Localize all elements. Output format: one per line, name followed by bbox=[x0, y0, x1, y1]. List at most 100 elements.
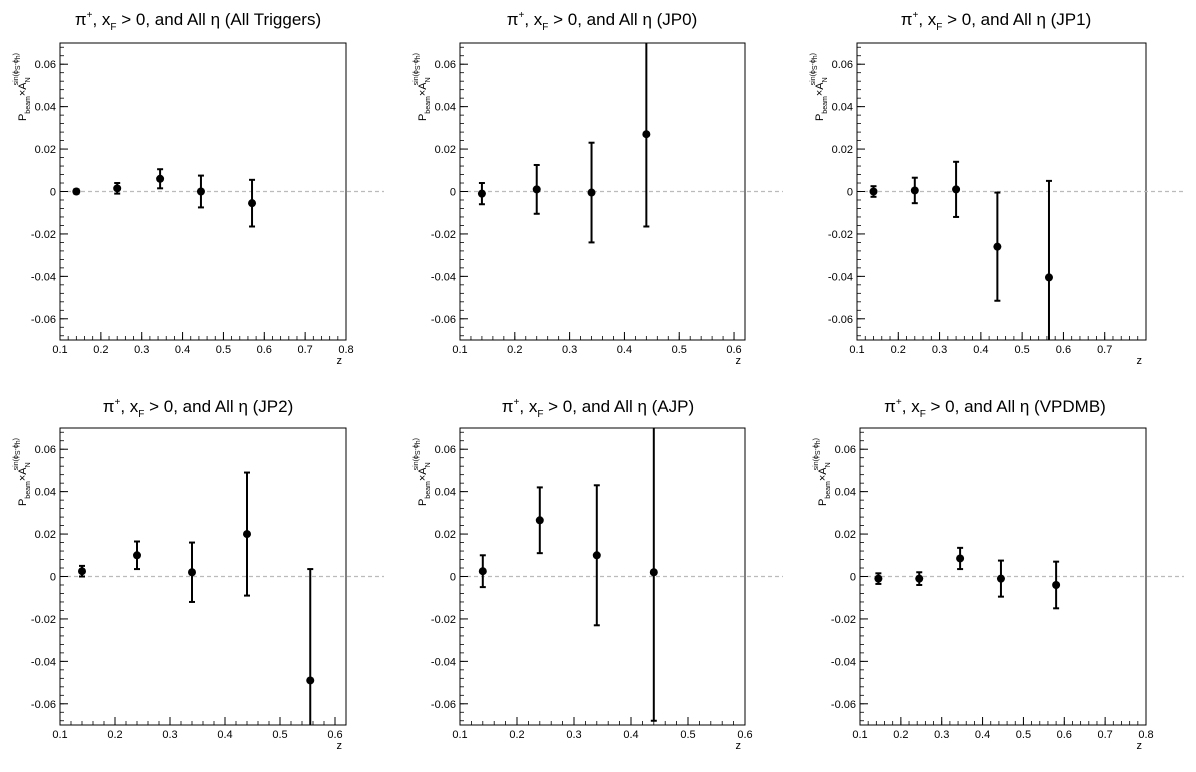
y-axis-label: Pbeam×ANsin(ϕS-ϕh) bbox=[413, 53, 432, 121]
x-tick-label: 0.4 bbox=[975, 729, 990, 741]
y-tick-label: 0 bbox=[450, 572, 456, 584]
ylabel-p: P bbox=[17, 114, 29, 121]
x-tick-label: 0.3 bbox=[934, 729, 949, 741]
ylabel-exp-sub: h bbox=[415, 55, 422, 59]
chart-title: π+, xF > 0, and All η (AJP) bbox=[502, 397, 694, 420]
x-tick-label: 0.2 bbox=[507, 344, 522, 356]
y-tick-label: 0.04 bbox=[35, 102, 56, 114]
y-tick-label: -0.02 bbox=[31, 614, 56, 626]
x-tick-label: 0.6 bbox=[1057, 729, 1072, 741]
chart-title: π+, xF > 0, and All η (VPDMB) bbox=[884, 397, 1106, 420]
x-tick-label: 0.2 bbox=[93, 344, 108, 356]
y-tick-label: 0.02 bbox=[35, 144, 56, 156]
ylabel-exp-sub: h bbox=[415, 440, 422, 444]
ylabel-p: P bbox=[417, 114, 429, 121]
data-point bbox=[188, 568, 196, 577]
ylabel-exp: ) bbox=[13, 53, 20, 55]
chart-panel-6: π+, xF > 0, and All η (VPDMB) 0.1 0.2 0.3 0.… bbox=[813, 397, 1184, 752]
y-tick-label: 0.02 bbox=[835, 529, 856, 541]
x-tick-label: 0.8 bbox=[1138, 729, 1153, 741]
ylabel-p: P bbox=[817, 499, 829, 506]
title-sup: + bbox=[912, 10, 918, 21]
x-tick-label: 0.1 bbox=[452, 729, 467, 741]
y-tick-label: 0 bbox=[850, 572, 856, 584]
ylabel-exp-sub: S bbox=[812, 65, 819, 70]
chart-panel-3: π+, xF > 0, and All η (JP1) 0.1 0.2 0.3 0.4 0… bbox=[810, 10, 1184, 367]
y-tick-label: -0.04 bbox=[831, 656, 856, 668]
data-point bbox=[196, 187, 205, 196]
ylabel-beam: beam bbox=[825, 481, 832, 499]
title-sub: F bbox=[110, 22, 116, 33]
x-tick-label: 0.6 bbox=[327, 729, 342, 741]
data-point bbox=[1052, 580, 1061, 589]
data-point bbox=[133, 551, 141, 560]
data-point bbox=[910, 186, 919, 195]
x-tick-label: 0.3 bbox=[134, 344, 149, 356]
ylabel-n: N bbox=[825, 462, 832, 467]
x-tick-label: 0.1 bbox=[849, 344, 864, 356]
ylabel-n: N bbox=[25, 77, 32, 82]
x-axis-label: z bbox=[736, 355, 742, 367]
y-tick-label: -0.06 bbox=[31, 699, 56, 711]
ylabel-exp: -ϕ bbox=[13, 444, 20, 450]
title-pi: π bbox=[103, 397, 115, 416]
title-sub: F bbox=[537, 409, 543, 420]
x-tick-label: 0.4 bbox=[973, 344, 988, 356]
y-tick-label: 0.06 bbox=[435, 59, 456, 71]
title-part: (AJP) bbox=[647, 397, 694, 416]
ylabel-exp-sub: S bbox=[415, 65, 422, 70]
ylabel-exp: sin(ϕ bbox=[13, 70, 20, 85]
chart-title: π+, xF > 0, and All η (JP1) bbox=[901, 10, 1092, 33]
ylabel-beam: beam bbox=[425, 481, 432, 499]
chart-panel-1: π+, xF > 0, and All η (All Triggers) 0.1 0… bbox=[13, 10, 384, 367]
title-sup: + bbox=[87, 10, 93, 21]
y-tick-label: -0.02 bbox=[831, 614, 856, 626]
x-tick-label: 0.6 bbox=[726, 344, 741, 356]
ylabel-exp-sub: h bbox=[812, 55, 819, 59]
title-eta: η bbox=[1036, 10, 1045, 29]
y-tick-label: 0.04 bbox=[832, 102, 853, 114]
chart-panel-2: π+, xF > 0, and All η (JP0) 0.1 0.2 0.3 0.4 0… bbox=[413, 10, 783, 367]
x-axis-label: z bbox=[337, 740, 343, 752]
x-tick-label: 0.6 bbox=[737, 729, 752, 741]
title-eta: η bbox=[211, 10, 220, 29]
ylabel-exp: ) bbox=[413, 438, 420, 440]
ylabel-part: ×A bbox=[814, 82, 826, 96]
x-tick-label: 0.3 bbox=[932, 344, 947, 356]
data-point bbox=[248, 199, 257, 208]
ylabel-part: ×A bbox=[17, 467, 29, 481]
y-axis-label: Pbeam×ANsin(ϕS-ϕh) bbox=[13, 53, 32, 121]
y-axis-label: Pbeam×ANsin(ϕS-ϕh) bbox=[413, 438, 432, 506]
data-point bbox=[592, 551, 601, 560]
title-part: , x bbox=[524, 10, 542, 29]
x-tick-label: 0.7 bbox=[1097, 344, 1112, 356]
data-point bbox=[1044, 273, 1053, 282]
y-tick-label: 0.02 bbox=[435, 529, 456, 541]
data-point bbox=[874, 574, 883, 583]
title-part: (JP1) bbox=[1046, 10, 1091, 29]
y-tick-label: -0.06 bbox=[431, 314, 456, 326]
data-point bbox=[993, 242, 1002, 251]
data-point bbox=[869, 187, 878, 196]
data-point bbox=[587, 188, 596, 197]
title-part: , x bbox=[918, 10, 936, 29]
title-part: (VPDMB) bbox=[1029, 397, 1106, 416]
ylabel-exp: ) bbox=[813, 438, 820, 440]
x-tick-label: 0.2 bbox=[891, 344, 906, 356]
y-tick-label: 0.06 bbox=[832, 59, 853, 71]
ylabel-exp: ) bbox=[810, 53, 817, 55]
y-tick-label: -0.04 bbox=[828, 271, 853, 283]
x-tick-label: 0.2 bbox=[509, 729, 524, 741]
y-axis-label: Pbeam×ANsin(ϕS-ϕh) bbox=[13, 438, 32, 506]
chart-title: π+, xF > 0, and All η (JP2) bbox=[103, 397, 294, 420]
title-eta: η bbox=[1020, 397, 1029, 416]
title-part: > 0, and All bbox=[543, 397, 637, 416]
title-sup: + bbox=[518, 10, 524, 21]
ylabel-exp-sub: h bbox=[15, 440, 22, 444]
ylabel-exp-sub: h bbox=[15, 55, 22, 59]
ylabel-beam: beam bbox=[822, 96, 829, 114]
chart-panel-4: π+, xF > 0, and All η (JP2) 0.1 0.2 0.3 0.4 0… bbox=[13, 397, 384, 752]
ylabel-part: ×A bbox=[417, 82, 429, 96]
y-tick-label: -0.06 bbox=[828, 314, 853, 326]
